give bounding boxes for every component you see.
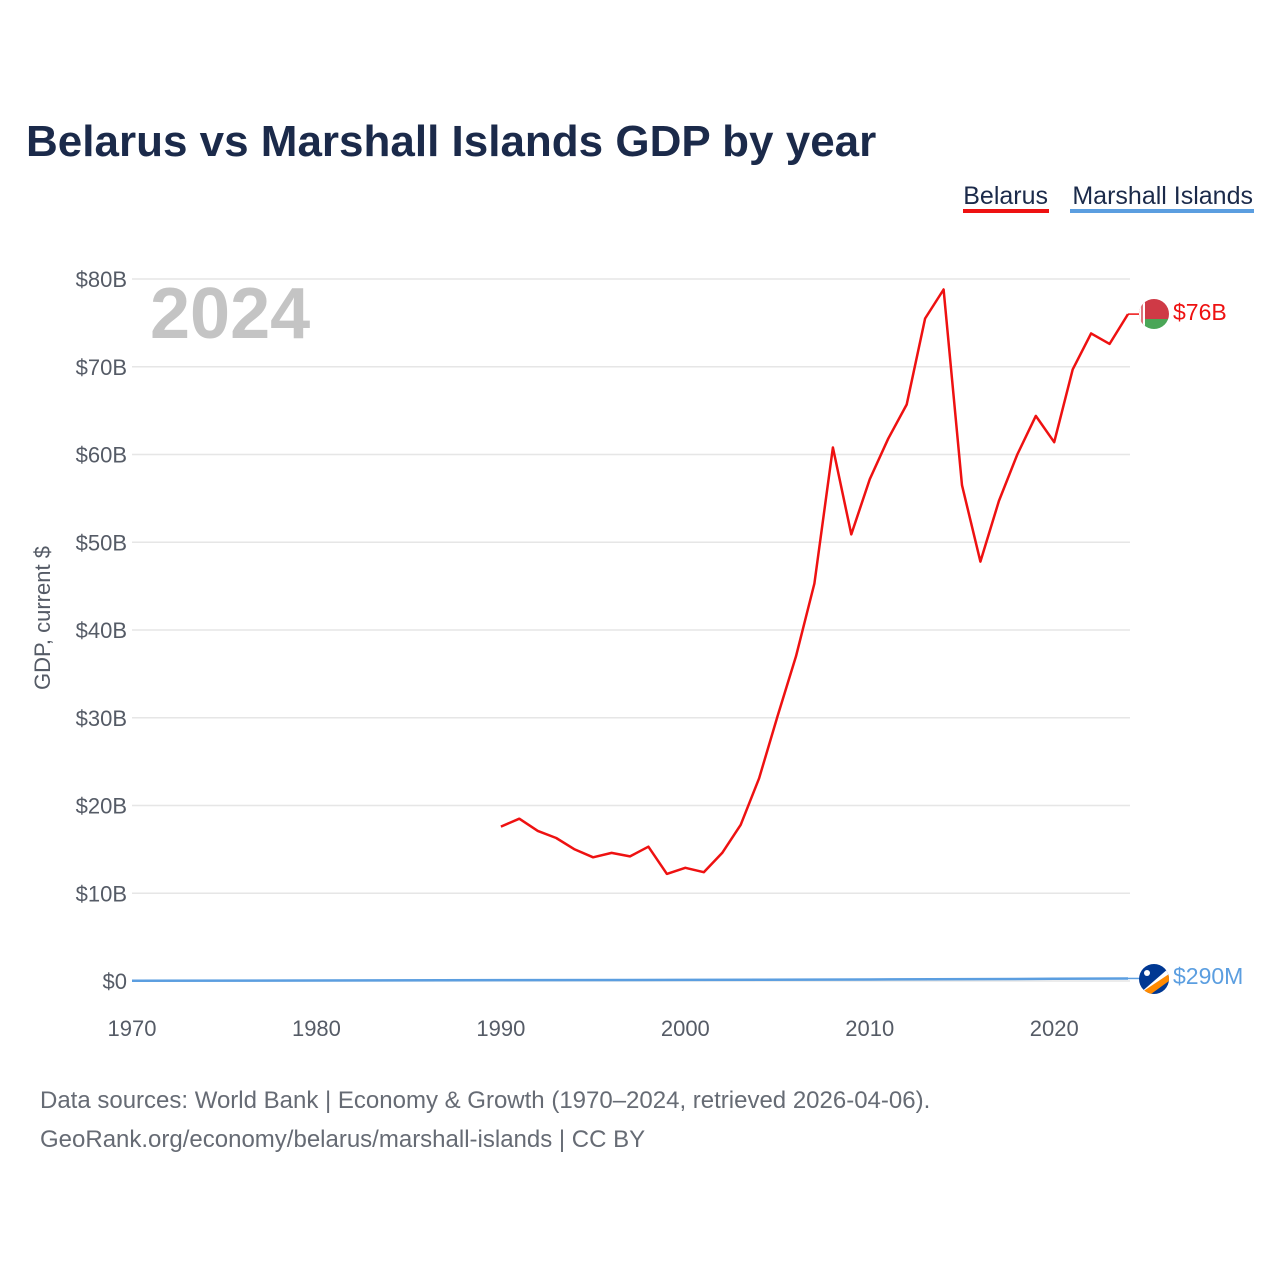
x-tick-label: 2000 bbox=[661, 1016, 710, 1041]
x-axis-ticks: 1970 1980 1990 2000 2010 2020 bbox=[108, 1016, 1079, 1041]
y-tick-label: $40B bbox=[76, 618, 127, 643]
attribution-link[interactable]: GeoRank.org/economy/belarus/marshall-isl… bbox=[40, 1126, 645, 1153]
y-tick-label: $0 bbox=[103, 969, 127, 994]
x-tick-label: 1980 bbox=[292, 1016, 341, 1041]
legend-item-belarus[interactable]: Belarus bbox=[963, 182, 1048, 210]
legend-swatch-marshall-islands bbox=[1070, 209, 1254, 213]
y-tick-label: $30B bbox=[76, 706, 127, 731]
y-axis-label: GDP, current $ bbox=[30, 546, 55, 690]
legend-swatch-belarus bbox=[963, 209, 1049, 213]
y-axis-ticks: $0 $10B $20B $30B $40B $50B $60B $70B $80B bbox=[76, 267, 127, 994]
y-tick-label: $60B bbox=[76, 443, 127, 468]
end-markers: $76B $290M bbox=[1139, 299, 1243, 994]
end-label-marshall-islands: $290M bbox=[1173, 963, 1243, 989]
chart-title: Belarus vs Marshall Islands GDP by year bbox=[26, 117, 876, 166]
x-tick-label: 2020 bbox=[1030, 1016, 1079, 1041]
grid-lines bbox=[132, 278, 1130, 982]
x-tick-label: 1970 bbox=[108, 1016, 157, 1041]
legend: Belarus Marshall Islands bbox=[963, 182, 1254, 213]
legend-item-marshall-islands[interactable]: Marshall Islands bbox=[1072, 182, 1253, 210]
y-tick-label: $70B bbox=[76, 355, 127, 380]
x-tick-label: 2010 bbox=[845, 1016, 894, 1041]
source-text: Data sources: World Bank | Economy & Gro… bbox=[40, 1087, 930, 1114]
y-tick-label: $10B bbox=[76, 881, 127, 906]
series-lines bbox=[131, 288, 1140, 982]
y-tick-label: $20B bbox=[76, 794, 127, 819]
belarus-flag-icon bbox=[1139, 299, 1169, 329]
year-label: 2024 bbox=[150, 274, 310, 354]
end-label-belarus: $76B bbox=[1173, 299, 1227, 325]
x-tick-label: 1990 bbox=[476, 1016, 525, 1041]
y-tick-label: $80B bbox=[76, 267, 127, 292]
y-tick-label: $50B bbox=[76, 530, 127, 555]
marshall-islands-flag-icon bbox=[1139, 964, 1169, 994]
series-line-belarus bbox=[500, 288, 1130, 876]
series-line-marshall-islands bbox=[131, 977, 1129, 982]
